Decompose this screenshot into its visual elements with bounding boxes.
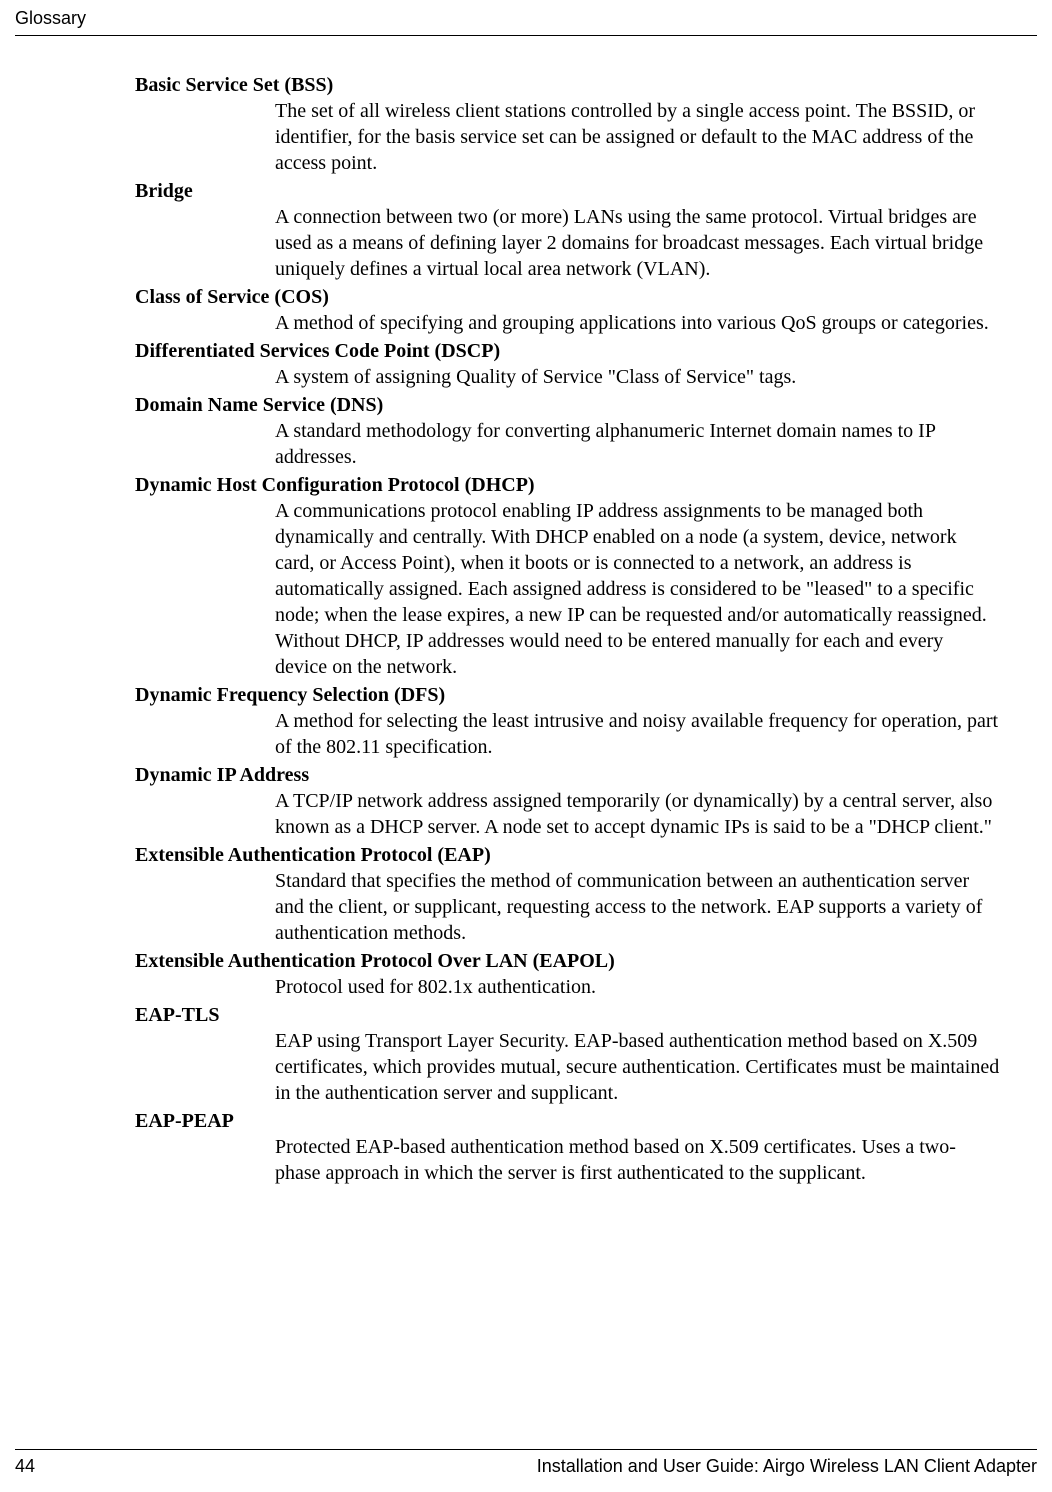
glossary-definition: A method of specifying and grouping appl… (275, 310, 1000, 336)
glossary-definition: Protocol used for 802.1x authentication. (275, 974, 1000, 1000)
page-number: 44 (15, 1456, 35, 1477)
glossary-term: Domain Name Service (DNS) (135, 392, 1000, 418)
glossary-definition: A method for selecting the least intrusi… (275, 708, 1000, 760)
glossary-entry: Domain Name Service (DNS) A standard met… (135, 392, 1000, 470)
glossary-definition: A TCP/IP network address assigned tempor… (275, 788, 1000, 840)
glossary-entry: Extensible Authentication Protocol (EAP)… (135, 842, 1000, 946)
glossary-definition: A communications protocol enabling IP ad… (275, 498, 1000, 680)
glossary-definition: The set of all wireless client stations … (275, 98, 1000, 176)
glossary-term: Class of Service (COS) (135, 284, 1000, 310)
glossary-definition: A standard methodology for converting al… (275, 418, 1000, 470)
footer-content: 44 Installation and User Guide: Airgo Wi… (15, 1456, 1037, 1477)
glossary-entry: Bridge A connection between two (or more… (135, 178, 1000, 282)
glossary-term: Dynamic Frequency Selection (DFS) (135, 682, 1000, 708)
glossary-definition: Standard that specifies the method of co… (275, 868, 1000, 946)
glossary-entry: Extensible Authentication Protocol Over … (135, 948, 1000, 1000)
glossary-definition: Protected EAP-based authentication metho… (275, 1134, 1000, 1186)
page-header: Glossary (0, 0, 1052, 40)
glossary-entry: Dynamic IP Address A TCP/IP network addr… (135, 762, 1000, 840)
glossary-term: Extensible Authentication Protocol Over … (135, 948, 1000, 974)
glossary-term: Dynamic Host Configuration Protocol (DHC… (135, 472, 1000, 498)
glossary-term: Bridge (135, 178, 1000, 204)
glossary-term: EAP-PEAP (135, 1108, 1000, 1134)
glossary-definition: A connection between two (or more) LANs … (275, 204, 1000, 282)
glossary-entry: Class of Service (COS) A method of speci… (135, 284, 1000, 336)
header-divider (15, 35, 1037, 36)
glossary-entry: Differentiated Services Code Point (DSCP… (135, 338, 1000, 390)
glossary-entry: EAP-TLS EAP using Transport Layer Securi… (135, 1002, 1000, 1106)
glossary-definition: A system of assigning Quality of Service… (275, 364, 1000, 390)
footer-title: Installation and User Guide: Airgo Wirel… (537, 1456, 1037, 1477)
glossary-term: Extensible Authentication Protocol (EAP) (135, 842, 1000, 868)
header-section-label: Glossary (15, 8, 1037, 29)
footer-divider (15, 1449, 1037, 1450)
glossary-entry: Dynamic Frequency Selection (DFS) A meth… (135, 682, 1000, 760)
glossary-definition: EAP using Transport Layer Security. EAP-… (275, 1028, 1000, 1106)
glossary-term: Basic Service Set (BSS) (135, 72, 1000, 98)
glossary-content: Basic Service Set (BSS) The set of all w… (135, 72, 1000, 1188)
glossary-term: Differentiated Services Code Point (DSCP… (135, 338, 1000, 364)
glossary-entry: Dynamic Host Configuration Protocol (DHC… (135, 472, 1000, 680)
glossary-term: EAP-TLS (135, 1002, 1000, 1028)
glossary-entry: EAP-PEAP Protected EAP-based authenticat… (135, 1108, 1000, 1186)
glossary-term: Dynamic IP Address (135, 762, 1000, 788)
glossary-entry: Basic Service Set (BSS) The set of all w… (135, 72, 1000, 176)
page-footer: 44 Installation and User Guide: Airgo Wi… (0, 1449, 1052, 1477)
